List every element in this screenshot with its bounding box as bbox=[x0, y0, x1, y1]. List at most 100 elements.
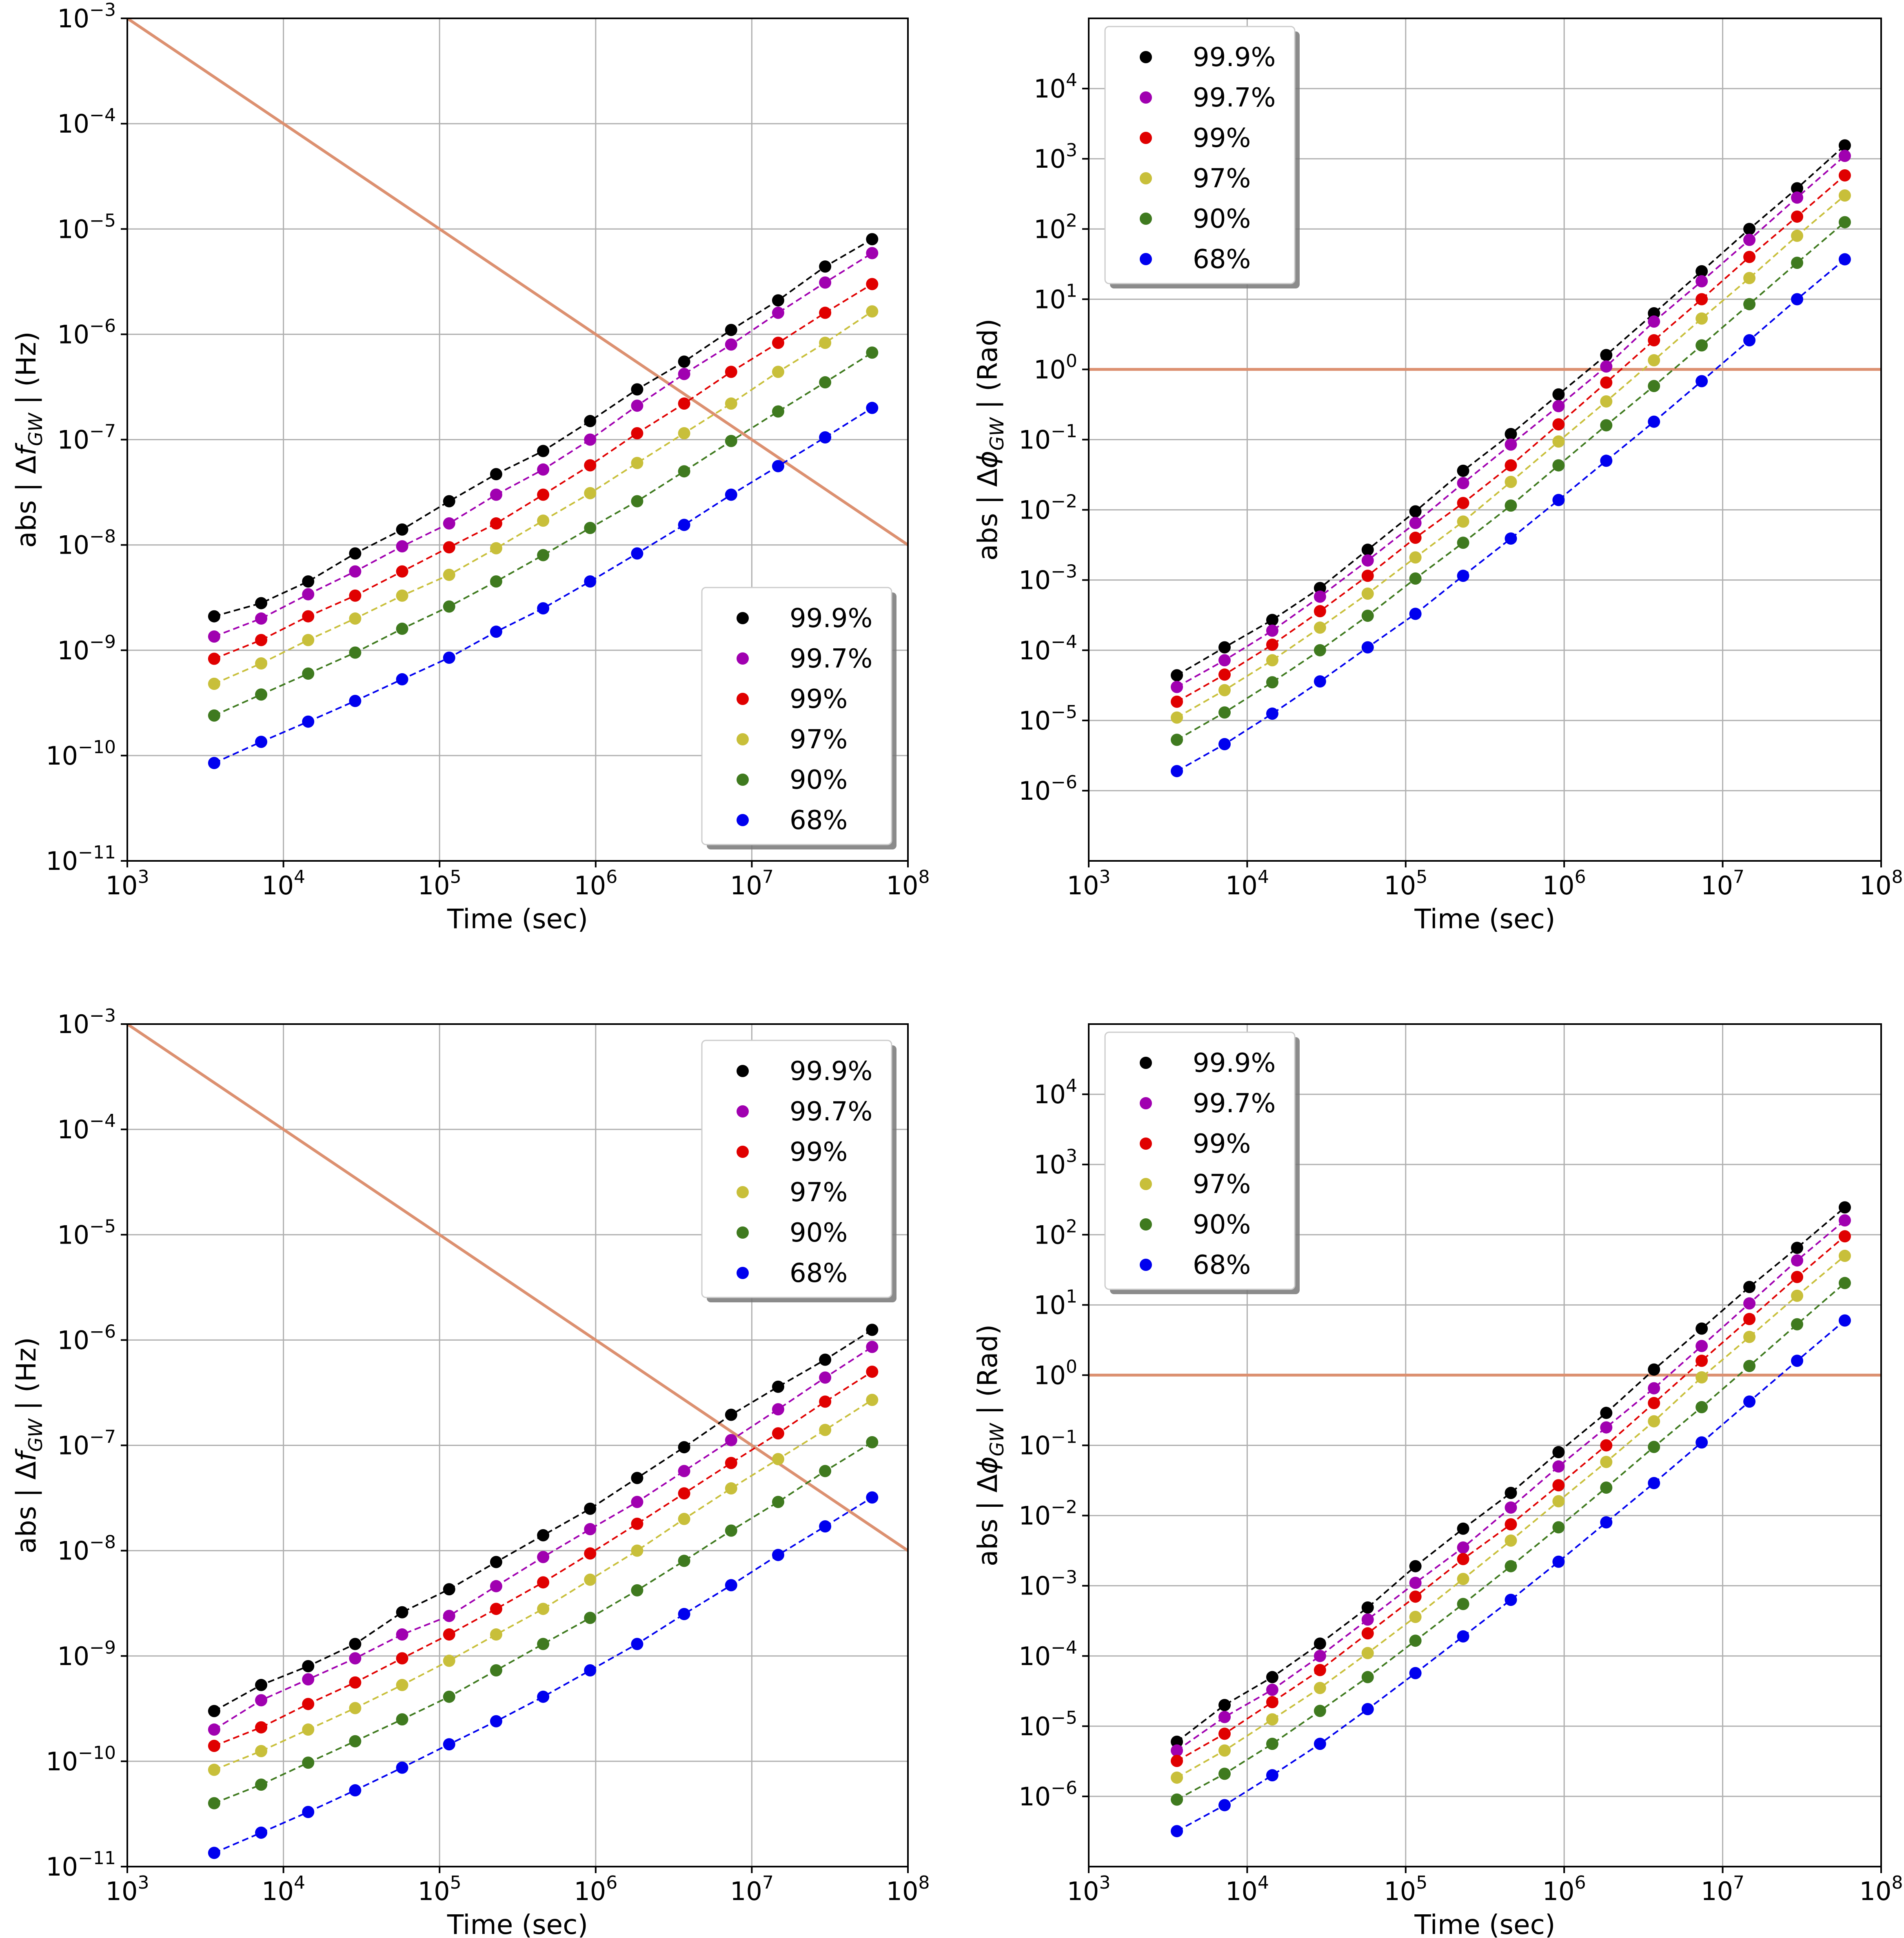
data-point-90% bbox=[678, 465, 690, 478]
legend-marker-99.7% bbox=[737, 1105, 749, 1118]
data-point-90% bbox=[1552, 1521, 1565, 1534]
data-point-68% bbox=[1552, 494, 1565, 506]
data-point-97% bbox=[1457, 515, 1469, 528]
data-point-99% bbox=[819, 306, 832, 319]
data-point-99.9% bbox=[1266, 614, 1278, 626]
data-point-99.9% bbox=[1505, 1487, 1517, 1499]
series-line-68% bbox=[1176, 1319, 1846, 1832]
plot-area bbox=[1089, 139, 1881, 777]
y-tick-label: 101 bbox=[1034, 280, 1077, 314]
data-point-99% bbox=[1409, 1590, 1422, 1603]
tick-exponent: 5 bbox=[450, 867, 462, 887]
data-point-68% bbox=[584, 1664, 597, 1677]
data-point-90% bbox=[1791, 257, 1804, 269]
data-point-99.7% bbox=[1314, 1650, 1326, 1662]
data-point-90% bbox=[1743, 1359, 1756, 1372]
y-tick-label: 104 bbox=[1034, 70, 1077, 104]
data-point-99.9% bbox=[1791, 182, 1804, 195]
data-point-99% bbox=[725, 366, 737, 378]
tick-exponent: −6 bbox=[89, 315, 116, 336]
data-point-99% bbox=[1600, 1439, 1613, 1452]
data-point-99% bbox=[631, 1517, 644, 1530]
tick-base: 10 bbox=[1019, 636, 1051, 665]
data-point-99.7% bbox=[1838, 1214, 1851, 1227]
tick-base: 10 bbox=[1019, 425, 1051, 455]
legend-marker-97% bbox=[1140, 1178, 1152, 1190]
data-point-90% bbox=[208, 1797, 220, 1809]
data-point-90% bbox=[678, 1554, 690, 1567]
tick-exponent: −7 bbox=[89, 421, 116, 442]
y-tick-label: 10−5 bbox=[57, 210, 116, 244]
data-point-90% bbox=[1266, 1738, 1278, 1750]
data-point-97% bbox=[1600, 1456, 1613, 1468]
data-point-99.9% bbox=[396, 523, 408, 536]
y-label-subscript: GW bbox=[24, 412, 47, 446]
tick-exponent: −5 bbox=[89, 210, 116, 231]
legend: 99.9% 99.7% 99% 97% 90% 68% bbox=[1104, 26, 1300, 288]
legend-box bbox=[1104, 26, 1296, 284]
data-point-99.7% bbox=[1648, 1382, 1660, 1395]
panel-top-right: 103 104 105 106 107 10810−610−510−410−310−210… bbox=[972, 18, 1903, 935]
y-tick-label: 102 bbox=[1034, 1216, 1077, 1250]
y-label-subscript: GW bbox=[986, 1423, 1008, 1457]
data-point-99% bbox=[1171, 1754, 1183, 1767]
data-point-99% bbox=[208, 652, 220, 665]
legend-marker-97% bbox=[737, 1186, 749, 1198]
legend-label: 99.7% bbox=[790, 644, 872, 674]
data-point-90% bbox=[490, 1664, 502, 1677]
x-tick-label: 108 bbox=[886, 867, 930, 900]
legend-marker-68% bbox=[737, 1267, 749, 1279]
legend: 99.9% 99.7% 99% 97% 90% 68% bbox=[1104, 1031, 1300, 1294]
data-point-99.9% bbox=[1695, 1322, 1708, 1335]
legend-marker-99.7% bbox=[1140, 1097, 1152, 1109]
data-point-68% bbox=[1266, 1769, 1278, 1782]
data-point-90% bbox=[443, 1690, 455, 1703]
data-point-99.9% bbox=[1171, 669, 1183, 682]
data-point-90% bbox=[866, 346, 879, 359]
data-point-97% bbox=[396, 589, 408, 602]
data-point-97% bbox=[1743, 272, 1756, 284]
tick-exponent: 7 bbox=[1733, 867, 1744, 887]
data-point-97% bbox=[1791, 1289, 1804, 1302]
data-point-68% bbox=[819, 1520, 832, 1533]
y-label-subscript: GW bbox=[24, 1418, 47, 1452]
tick-exponent: −5 bbox=[1051, 1707, 1077, 1728]
data-point-97% bbox=[349, 612, 362, 625]
legend-label: 99.7% bbox=[1193, 83, 1276, 113]
data-point-68% bbox=[1791, 293, 1804, 306]
data-point-99.7% bbox=[631, 399, 644, 412]
data-point-68% bbox=[1218, 738, 1231, 750]
data-point-97% bbox=[490, 1628, 502, 1641]
data-point-99.7% bbox=[1171, 681, 1183, 693]
x-tick-label: 106 bbox=[1542, 1872, 1586, 1906]
data-point-97% bbox=[772, 366, 784, 378]
data-point-99.9% bbox=[678, 1441, 690, 1454]
data-point-99% bbox=[1552, 1479, 1565, 1492]
data-point-99% bbox=[1457, 497, 1469, 509]
data-point-99.7% bbox=[584, 1523, 597, 1535]
data-point-99.9% bbox=[1552, 1446, 1565, 1459]
y-tick-label: 100 bbox=[1034, 1356, 1077, 1390]
tick-base: 10 bbox=[1034, 1220, 1066, 1250]
tick-exponent: −6 bbox=[1051, 1778, 1077, 1798]
data-point-68% bbox=[396, 673, 408, 685]
data-point-99.7% bbox=[349, 565, 362, 578]
data-point-90% bbox=[1457, 537, 1469, 549]
data-point-90% bbox=[1552, 459, 1565, 472]
tick-base: 10 bbox=[1019, 1571, 1051, 1601]
legend-label: 68% bbox=[790, 805, 848, 836]
tick-base: 10 bbox=[1019, 776, 1051, 806]
legend-label: 99% bbox=[1193, 1129, 1251, 1159]
legend-marker-99% bbox=[1140, 1138, 1152, 1150]
data-point-90% bbox=[725, 1524, 737, 1537]
data-point-97% bbox=[631, 457, 644, 469]
data-point-68% bbox=[1695, 375, 1708, 388]
reference-line bbox=[127, 18, 908, 546]
legend-marker-99.9% bbox=[1140, 1057, 1152, 1069]
series-line-68% bbox=[1176, 259, 1846, 772]
data-point-99.9% bbox=[1695, 265, 1708, 277]
data-point-99.7% bbox=[725, 1434, 737, 1446]
data-point-99.7% bbox=[302, 588, 315, 601]
legend-label: 99.9% bbox=[790, 603, 872, 634]
